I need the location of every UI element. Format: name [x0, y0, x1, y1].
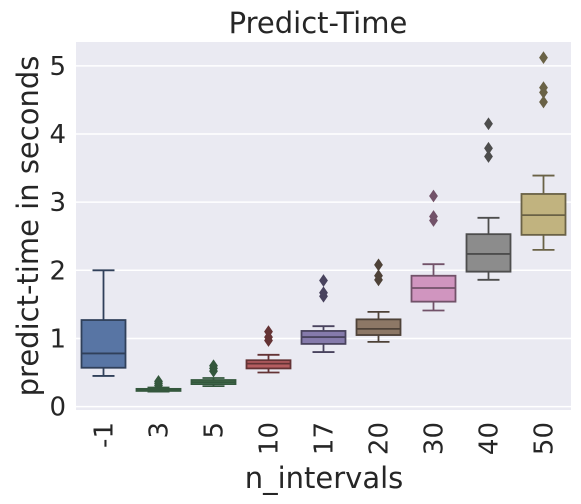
outlier-point	[374, 269, 383, 283]
box-40	[465, 117, 512, 281]
x-tick-label: 3	[145, 422, 175, 439]
x-tick-label: 10	[255, 422, 285, 455]
x-tick-label: 50	[530, 422, 560, 455]
y-tick-label: 4	[49, 120, 66, 150]
plot-area	[76, 42, 571, 410]
box-3	[135, 374, 182, 393]
x-tick-labels: -1 3 5 10 17 20 30 40 50	[90, 422, 560, 455]
box-17	[300, 274, 347, 353]
box-50	[520, 51, 567, 251]
grid-lines	[76, 65, 571, 408]
box-iqr	[355, 318, 402, 336]
chart-title: Predict-Time	[229, 6, 408, 40]
box-20	[355, 258, 402, 343]
box-iqr	[465, 233, 512, 273]
outlier-point	[154, 374, 163, 388]
y-tick-label: 2	[49, 256, 66, 286]
y-tick-label: 5	[49, 52, 66, 82]
outlier-point	[319, 286, 328, 300]
x-tick-label: -1	[90, 422, 120, 448]
outlier-point	[484, 141, 493, 155]
box--1	[80, 269, 127, 377]
box-10	[245, 325, 292, 374]
y-tick-label: 1	[49, 324, 66, 354]
outlier-point	[484, 150, 493, 163]
box-iqr	[80, 319, 127, 369]
outlier-point	[484, 117, 493, 131]
y-axis-label: predict-time in seconds	[11, 56, 45, 397]
x-axis-label: n_intervals	[245, 461, 404, 495]
outlier-point	[264, 325, 273, 339]
y-tick-label: 3	[49, 188, 66, 218]
outlier-point	[209, 359, 218, 373]
x-tick-label: 5	[200, 422, 230, 439]
y-tick-label: 0	[49, 393, 66, 423]
box-5	[190, 359, 237, 388]
box-series	[80, 51, 567, 393]
x-tick-label: 30	[420, 422, 450, 455]
outlier-point	[539, 51, 548, 65]
y-tick-labels: 0 1 2 3 4 5	[49, 52, 66, 423]
outlier-point	[319, 274, 328, 287]
x-tick-label: 40	[475, 422, 505, 455]
outlier-point	[374, 258, 383, 272]
box-30	[410, 189, 457, 312]
outlier-point	[539, 81, 548, 95]
outlier-point	[429, 210, 438, 223]
x-tick-label: 20	[365, 422, 395, 455]
x-tick-label: 17	[310, 422, 340, 455]
outlier-point	[539, 95, 548, 109]
outlier-point	[429, 189, 438, 203]
